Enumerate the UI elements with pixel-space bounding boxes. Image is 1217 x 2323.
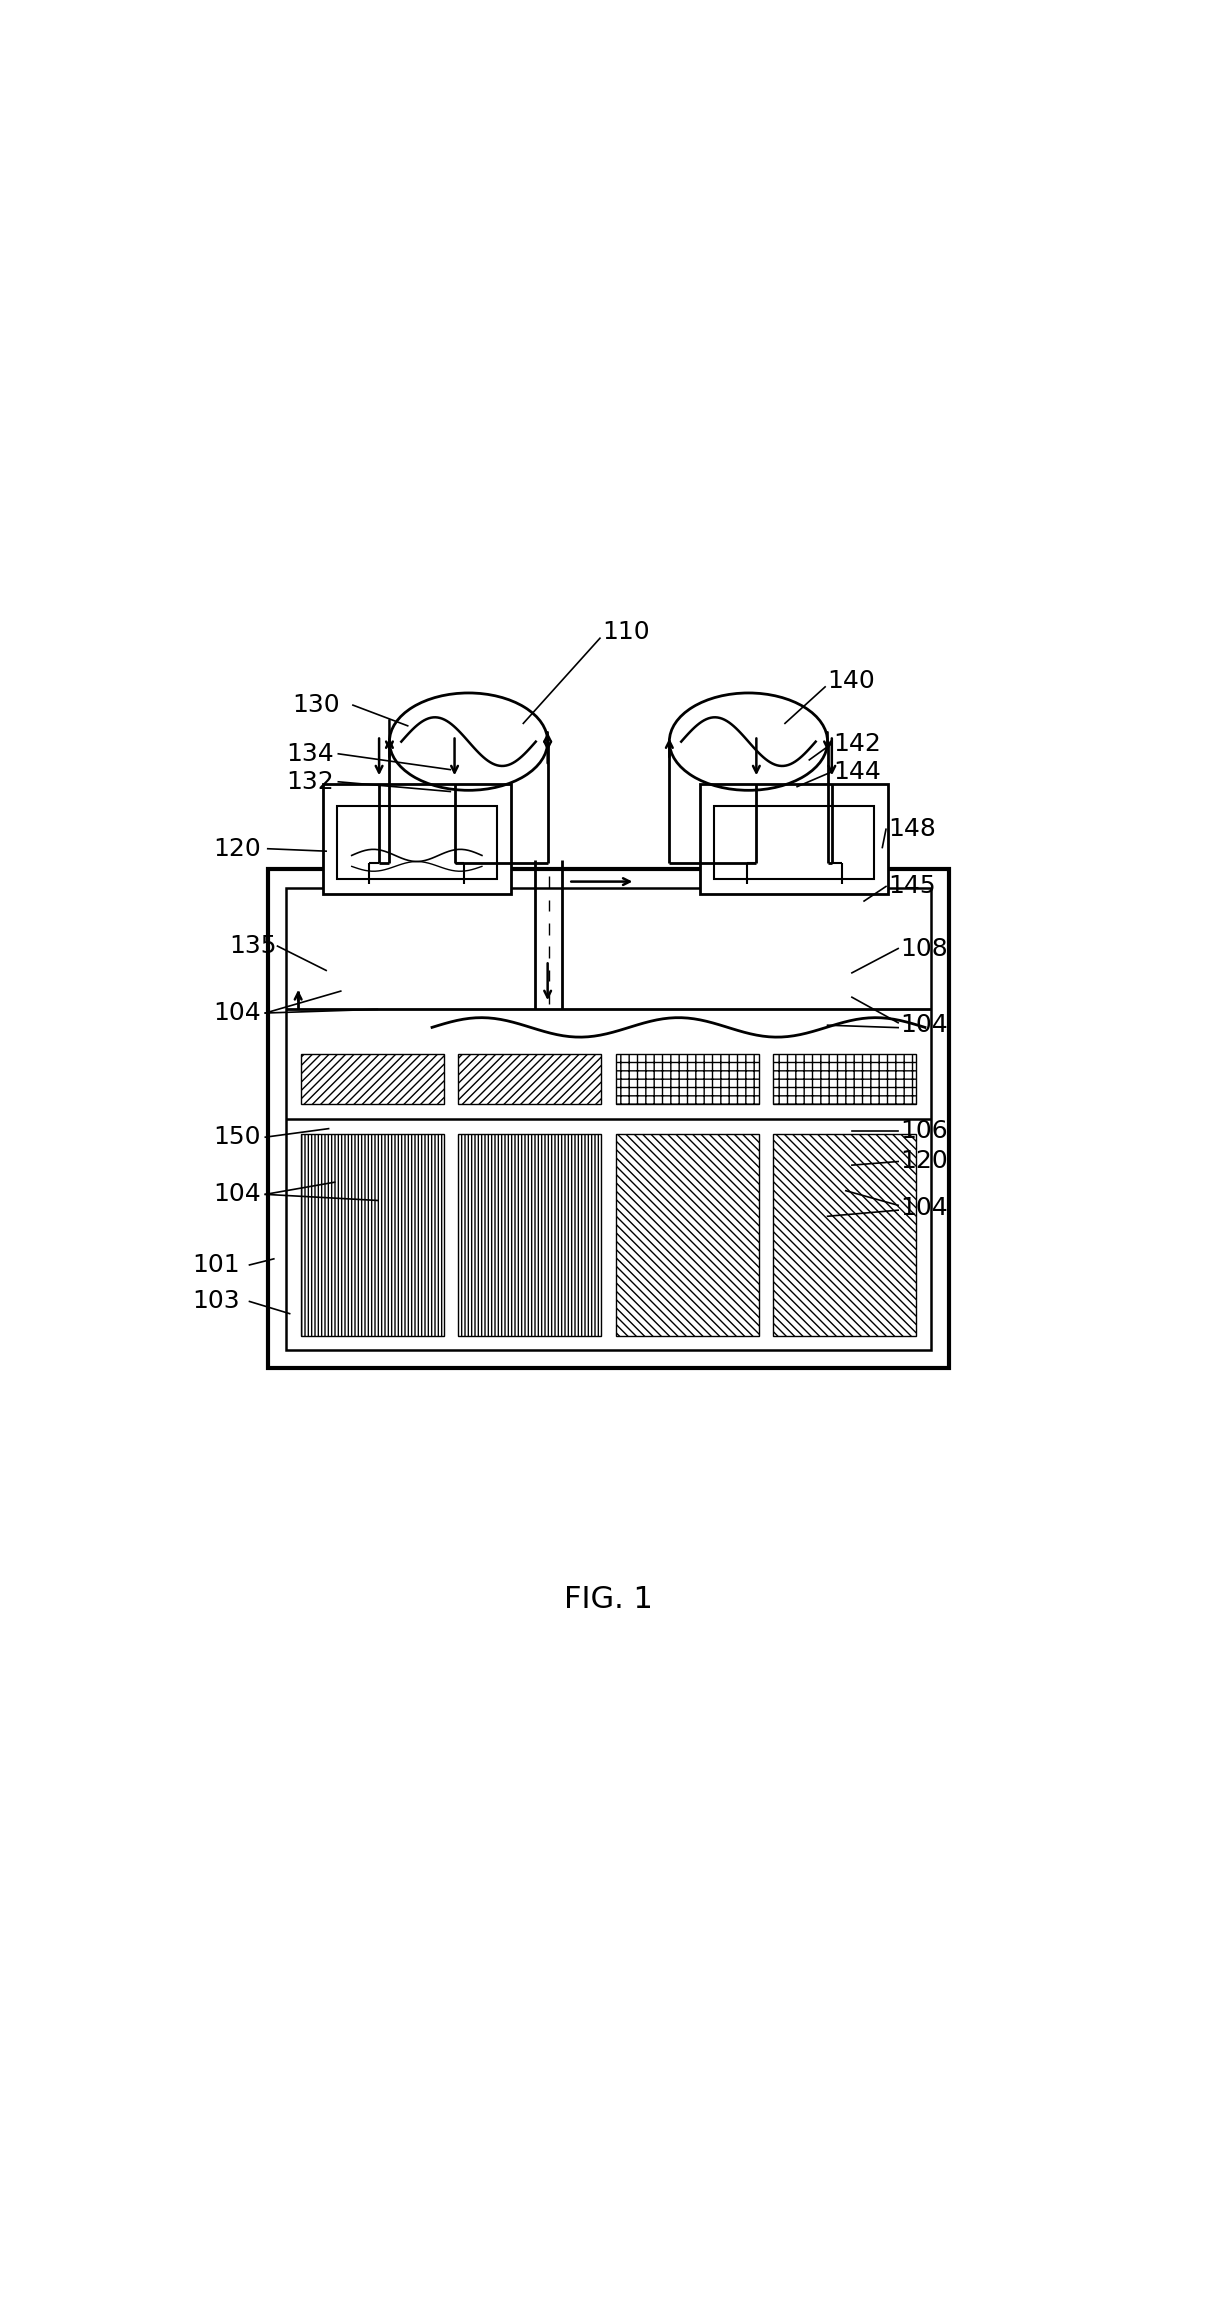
Text: 150: 150: [213, 1124, 260, 1150]
Text: 144: 144: [834, 760, 881, 785]
Bar: [323, 785, 511, 894]
Text: 145: 145: [888, 873, 936, 899]
Text: 104: 104: [901, 1196, 948, 1220]
Text: 135: 135: [229, 934, 276, 957]
Bar: [616, 1055, 759, 1103]
Bar: [714, 806, 874, 878]
Bar: [700, 785, 888, 894]
Bar: [458, 1055, 601, 1103]
Text: 101: 101: [192, 1252, 240, 1278]
Text: 148: 148: [888, 818, 936, 841]
Bar: [458, 1134, 601, 1336]
Text: 104: 104: [901, 1013, 948, 1036]
Bar: [301, 1055, 443, 1103]
Bar: [337, 806, 497, 878]
Text: 120: 120: [901, 1150, 948, 1173]
Bar: [268, 869, 949, 1368]
Text: 103: 103: [192, 1289, 240, 1312]
Bar: [286, 887, 931, 1350]
Text: 134: 134: [286, 741, 333, 767]
Text: 110: 110: [602, 620, 650, 643]
Text: 104: 104: [213, 1001, 260, 1024]
Text: 120: 120: [213, 836, 260, 862]
Text: 140: 140: [828, 669, 875, 692]
Text: 108: 108: [901, 936, 948, 959]
Bar: [773, 1055, 916, 1103]
Text: 132: 132: [286, 769, 333, 794]
Text: 104: 104: [213, 1182, 260, 1206]
Bar: [773, 1134, 916, 1336]
Text: FIG. 1: FIG. 1: [563, 1584, 654, 1614]
Bar: [301, 1134, 443, 1336]
Text: 142: 142: [834, 732, 881, 755]
Bar: [616, 1134, 759, 1336]
Text: 106: 106: [901, 1120, 948, 1143]
Text: 130: 130: [292, 692, 340, 718]
